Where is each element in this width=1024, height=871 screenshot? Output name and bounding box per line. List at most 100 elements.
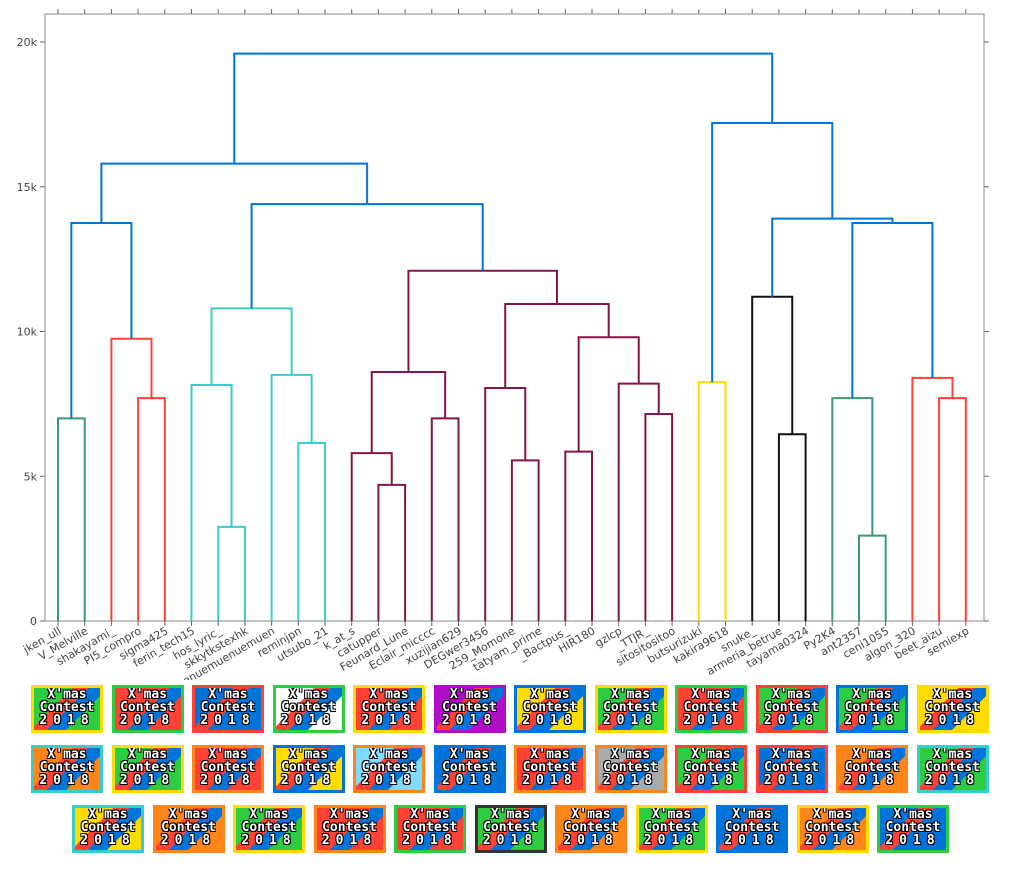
thumbnail-text: Contest bbox=[805, 820, 860, 835]
contest-thumbnail: X'mas Contest 2018 bbox=[353, 745, 425, 793]
thumbnail-text: X'mas bbox=[369, 747, 409, 762]
dendrogram-link bbox=[644, 413, 674, 621]
y-tick-label: 0 bbox=[30, 615, 37, 628]
thumbnail-text: X'mas bbox=[490, 807, 531, 822]
contest-thumbnail: X'mas Contest 2018 bbox=[877, 805, 949, 853]
contest-thumbnail: X'mas Contest 2018 bbox=[594, 685, 667, 733]
thumbnail-text: Contest bbox=[603, 760, 658, 775]
thumbnail-text: 2018 bbox=[602, 713, 659, 728]
thumbnail-text: Contest bbox=[724, 820, 780, 835]
dendrogram-link bbox=[233, 52, 774, 164]
thumbnail-text: 2018 bbox=[522, 713, 578, 728]
thumbnail-text: Contest bbox=[885, 820, 941, 835]
contest-thumbnail: X'mas Contest 2018 bbox=[313, 805, 386, 853]
contest-thumbnail: X'mas Contest 2018 bbox=[111, 745, 184, 793]
thumbnail-text: 2018 bbox=[119, 773, 176, 788]
thumbnail-text: X'mas bbox=[47, 747, 87, 762]
contest-thumbnail: X'mas Contest 2018 bbox=[916, 745, 989, 793]
thumbnail-text: Contest bbox=[442, 700, 497, 715]
thumbnail-text: 2018 bbox=[361, 773, 417, 788]
thumbnail-text: Contest bbox=[764, 700, 819, 715]
thumbnail-text: X'mas bbox=[610, 687, 651, 702]
thumbnail-text: 2018 bbox=[643, 833, 700, 848]
thumbnail-text: 2018 bbox=[241, 833, 297, 848]
thumbnail-text: 2018 bbox=[885, 833, 941, 848]
dendrogram-link bbox=[250, 203, 484, 309]
thumbnail-text: Contest bbox=[80, 820, 136, 835]
thumbnail-text: 2018 bbox=[160, 833, 217, 848]
contest-thumbnail: X'mas Contest 2018 bbox=[31, 745, 103, 793]
thumbnail-text: X'mas bbox=[288, 687, 329, 702]
thumbnail-text: X'mas bbox=[449, 747, 490, 762]
contest-thumbnail: X'mas Contest 2018 bbox=[836, 685, 908, 733]
dendrogram-link bbox=[851, 221, 934, 399]
contest-thumbnail: X'mas Contest 2018 bbox=[272, 745, 345, 793]
thumbnail-text: Contest bbox=[322, 820, 377, 835]
thumbnail-text: 2018 bbox=[441, 773, 498, 788]
thumbnail-text: Contest bbox=[644, 820, 699, 835]
dendrogram-link bbox=[190, 384, 233, 621]
contest-thumbnail: X'mas Contest 2018 bbox=[192, 685, 264, 733]
dendrogram-link bbox=[938, 397, 967, 621]
thumbnail-text: Contest bbox=[200, 700, 256, 715]
thumbnail-text: Contest bbox=[161, 820, 216, 835]
y-tick-label: 10k bbox=[17, 326, 38, 339]
thumbnail-text: X'mas bbox=[771, 687, 812, 702]
thumbnail-text: X'mas bbox=[208, 747, 248, 762]
thumbnail-text: 2018 bbox=[119, 713, 176, 728]
y-tick-label: 5k bbox=[24, 470, 38, 483]
contest-thumbnail: X'mas Contest 2018 bbox=[514, 685, 586, 733]
dendrogram-link bbox=[504, 302, 610, 388]
thumbnail-text: 2018 bbox=[804, 833, 861, 848]
thumbnail-text: Contest bbox=[39, 760, 95, 775]
thumbnail-text: 2018 bbox=[763, 713, 820, 728]
thumbnail-text: Contest bbox=[844, 760, 900, 775]
thumbnail-text: Contest bbox=[361, 760, 417, 775]
thumbnail-text: X'mas bbox=[530, 687, 570, 702]
contest-thumbnail: X'mas Contest 2018 bbox=[474, 805, 547, 853]
thumbnail-text: 2018 bbox=[200, 713, 256, 728]
thumbnail-text: 2018 bbox=[844, 773, 900, 788]
contest-thumbnail: X'mas Contest 2018 bbox=[635, 805, 708, 853]
contest-thumbnail: X'mas Contest 2018 bbox=[716, 805, 788, 853]
thumbnail-text: 2018 bbox=[321, 833, 378, 848]
thumbnail-text: X'mas bbox=[732, 807, 772, 822]
thumbnail-text: Contest bbox=[241, 820, 297, 835]
contest-thumbnail: X'mas Contest 2018 bbox=[31, 685, 103, 733]
thumbnail-text: X'mas bbox=[288, 747, 329, 762]
dendrogram-link bbox=[771, 217, 894, 297]
thumbnail-text: Contest bbox=[603, 700, 658, 715]
contest-thumbnail: X'mas Contest 2018 bbox=[594, 745, 667, 793]
thumbnail-text: 2018 bbox=[441, 713, 498, 728]
dendrogram-links bbox=[57, 52, 967, 621]
thumbnail-text: X'mas bbox=[852, 687, 892, 702]
thumbnail-text: 2018 bbox=[39, 713, 95, 728]
thumbnail-text: Contest bbox=[200, 760, 256, 775]
thumbnail-text: 2018 bbox=[200, 773, 256, 788]
thumbnail-text: 2018 bbox=[844, 713, 900, 728]
thumbnail-text: 2018 bbox=[280, 713, 337, 728]
thumbnail-row: X'mas Contest 2018 X'mas Contest 2018 X'mas Con… bbox=[0, 685, 1024, 737]
dendrogram-link bbox=[217, 525, 246, 621]
thumbnail-text: Contest bbox=[925, 700, 980, 715]
thumbnail-text: 2018 bbox=[482, 833, 539, 848]
thumbnail-text: X'mas bbox=[127, 687, 168, 702]
thumbnail-text: X'mas bbox=[208, 687, 248, 702]
thumbnail-text: X'mas bbox=[168, 807, 209, 822]
dendrogram-link bbox=[370, 371, 447, 454]
thumbnail-text: X'mas bbox=[812, 807, 853, 822]
thumbnail-text: Contest bbox=[844, 700, 900, 715]
dendrogram-link bbox=[858, 534, 887, 621]
thumbnail-text: X'mas bbox=[893, 807, 933, 822]
thumbnail-row: X'mas Contest 2018 X'mas Contest 2018 X'mas Con… bbox=[0, 805, 1024, 857]
contest-thumbnail: X'mas Contest 2018 bbox=[555, 805, 627, 853]
thumbnail-text: X'mas bbox=[449, 687, 490, 702]
dendrogram-link bbox=[577, 336, 640, 452]
dendrogram-link bbox=[137, 397, 166, 621]
dendrogram-link bbox=[297, 441, 326, 621]
dendrogram-link bbox=[100, 162, 369, 223]
contest-thumbnail: X'mas Contest 2018 bbox=[675, 745, 747, 793]
thumbnail-text: 2018 bbox=[683, 713, 739, 728]
contest-thumbnail: X'mas Contest 2018 bbox=[675, 685, 747, 733]
dendrogram-link bbox=[430, 417, 460, 621]
